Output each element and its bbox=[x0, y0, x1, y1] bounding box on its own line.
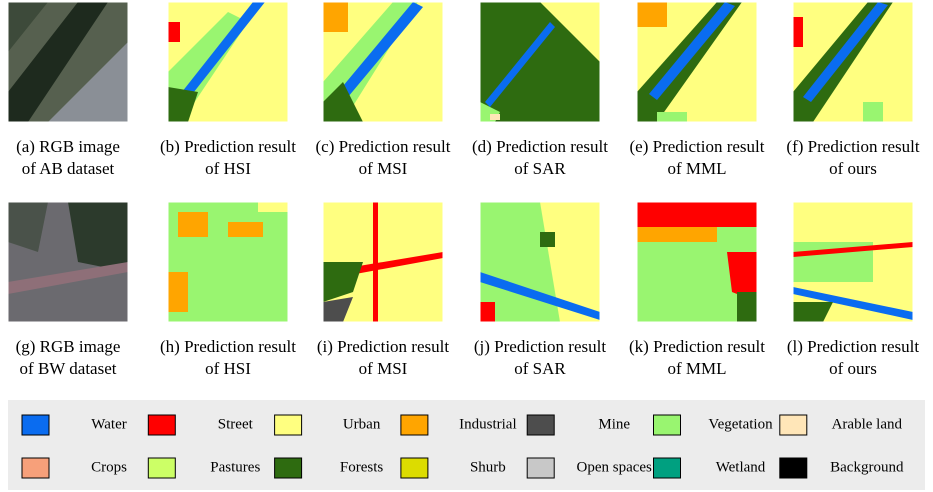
legend-label: Pastures bbox=[210, 459, 260, 475]
legend-swatch bbox=[527, 458, 554, 478]
legend-label: Forests bbox=[340, 459, 384, 475]
legend-label: Crops bbox=[91, 459, 127, 475]
image-region bbox=[737, 292, 757, 322]
legend-swatch bbox=[780, 458, 807, 478]
legend-label: Shurb bbox=[470, 459, 506, 475]
caption: (l) Prediction result bbox=[787, 337, 919, 356]
caption: of MSI bbox=[359, 359, 408, 378]
panel-image bbox=[793, 202, 913, 322]
image-region bbox=[178, 212, 208, 237]
panel-image bbox=[637, 202, 757, 322]
image-region bbox=[490, 114, 500, 120]
caption: (b) Prediction result bbox=[160, 137, 296, 156]
legend-swatch bbox=[275, 458, 302, 478]
legend-swatch bbox=[780, 415, 807, 435]
panel-image bbox=[168, 202, 288, 322]
image-region bbox=[373, 202, 378, 322]
legend-swatch bbox=[654, 458, 681, 478]
image-region bbox=[480, 302, 495, 322]
image-region bbox=[258, 202, 288, 212]
image-region bbox=[637, 202, 757, 227]
caption: of AB dataset bbox=[22, 159, 115, 178]
caption: (i) Prediction result bbox=[317, 337, 449, 356]
image-region bbox=[793, 17, 803, 47]
legend-label: Mine bbox=[598, 416, 630, 432]
caption: (h) Prediction result bbox=[160, 337, 296, 356]
legend-swatch bbox=[22, 458, 49, 478]
legend-label: Vegetation bbox=[708, 416, 773, 432]
legend-swatch bbox=[22, 415, 49, 435]
legend-label: Arable land bbox=[832, 416, 903, 432]
image-region bbox=[637, 2, 667, 27]
panel-image bbox=[480, 2, 600, 122]
image-region bbox=[657, 112, 687, 122]
panel-image bbox=[480, 202, 600, 322]
image-region bbox=[168, 22, 180, 42]
image-region bbox=[540, 232, 555, 247]
panel-image bbox=[793, 2, 913, 122]
caption: of MML bbox=[667, 359, 726, 378]
legend-swatch bbox=[401, 458, 428, 478]
legend-swatch bbox=[275, 415, 302, 435]
legend-label: Wetland bbox=[716, 459, 766, 475]
legend-swatch bbox=[527, 415, 554, 435]
legend-swatch bbox=[654, 415, 681, 435]
caption: of MSI bbox=[359, 159, 408, 178]
panel-image bbox=[8, 2, 128, 122]
panel-image bbox=[168, 2, 288, 122]
legend-label: Street bbox=[218, 416, 254, 432]
caption: of BW dataset bbox=[20, 359, 117, 378]
caption: of HSI bbox=[205, 359, 251, 378]
caption: (c) Prediction result bbox=[315, 137, 450, 156]
legend-label: Industrial bbox=[459, 416, 517, 432]
image-region bbox=[168, 272, 188, 312]
legend-label: Urban bbox=[343, 416, 381, 432]
legend-swatch bbox=[401, 415, 428, 435]
panel-image bbox=[323, 2, 443, 122]
caption: (k) Prediction result bbox=[629, 337, 765, 356]
legend-label: Water bbox=[91, 416, 126, 432]
image-region bbox=[863, 102, 883, 122]
caption: (j) Prediction result bbox=[474, 337, 606, 356]
legend-label: Open spaces bbox=[577, 459, 653, 475]
caption: (d) Prediction result bbox=[472, 137, 608, 156]
caption: of ours bbox=[829, 159, 877, 178]
caption: (e) Prediction result bbox=[629, 137, 764, 156]
legend-swatch bbox=[148, 458, 175, 478]
caption: of SAR bbox=[514, 159, 566, 178]
image-region bbox=[323, 2, 348, 32]
caption: of HSI bbox=[205, 159, 251, 178]
legend-label: Background bbox=[830, 459, 904, 475]
caption: of SAR bbox=[514, 359, 566, 378]
caption: (a) RGB image bbox=[16, 137, 120, 156]
panel-image bbox=[637, 2, 757, 122]
image-region bbox=[228, 222, 263, 237]
caption: (g) RGB image bbox=[16, 337, 121, 356]
panel-image bbox=[323, 202, 443, 322]
panel-image bbox=[8, 202, 128, 322]
caption: (f) Prediction result bbox=[786, 137, 919, 156]
caption: of MML bbox=[667, 159, 726, 178]
figure: (a) RGB image of AB dataset (b) Prediction… bbox=[0, 0, 933, 492]
image-region bbox=[637, 227, 717, 242]
caption: of ours bbox=[829, 359, 877, 378]
legend-swatch bbox=[148, 415, 175, 435]
